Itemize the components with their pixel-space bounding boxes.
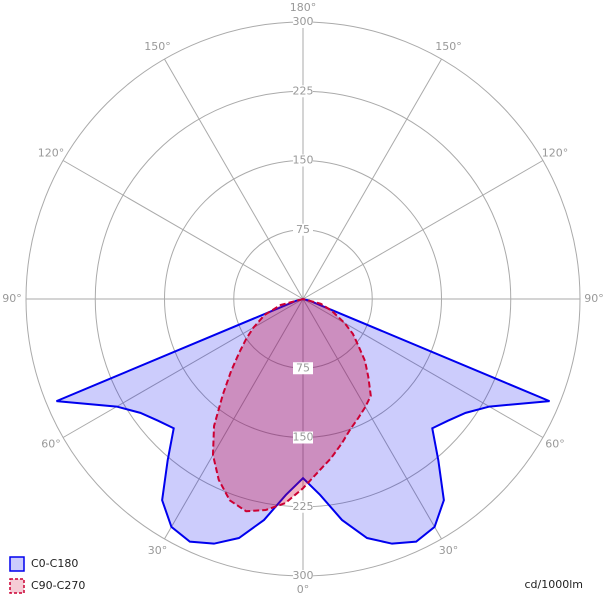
spoke [302, 298, 442, 540]
angle-label: 60° [545, 438, 565, 451]
series-area [56, 297, 550, 545]
spoke [302, 160, 544, 300]
label-bg [293, 85, 313, 98]
label-bg [293, 362, 313, 375]
legend-label: C0-C180 [31, 557, 78, 570]
angle-label: 60° [41, 438, 61, 451]
label-bg [293, 431, 313, 444]
spoke [62, 160, 304, 300]
angle-label: 120° [542, 147, 569, 160]
label-bg [293, 154, 313, 167]
r-tick-label: 225 [293, 500, 314, 513]
r-tick-label: 75 [296, 361, 310, 374]
spoke [164, 298, 304, 540]
angle-label: 120° [38, 147, 65, 160]
angle-label: 90° [584, 292, 604, 305]
spoke [164, 58, 304, 300]
series-area [211, 297, 372, 513]
angle-label: 90° [2, 292, 22, 305]
label-bg [293, 500, 313, 513]
angle-label: 150° [144, 40, 171, 53]
unit-label: cd/1000lm [524, 578, 583, 591]
plot [56, 297, 550, 545]
r-tick-label: 225 [293, 84, 314, 97]
legend-label: C90-C270 [31, 579, 85, 592]
angle-label: 150° [435, 40, 462, 53]
r-tick-label: 150 [293, 154, 314, 167]
spoke [62, 298, 304, 438]
angle-label: 30° [439, 544, 459, 557]
spoke [302, 58, 442, 300]
r-tick-label: 150 [293, 431, 314, 444]
label-bg [293, 16, 313, 28]
angle-label: 180° [290, 1, 317, 14]
r-tick-label: 300 [293, 15, 314, 28]
legend-swatch [9, 578, 25, 594]
angle-label: 0° [297, 583, 310, 596]
legend-swatch [9, 556, 25, 572]
label-bg [293, 223, 313, 236]
angle-label: 30° [148, 544, 168, 557]
label-bg [293, 570, 313, 582]
r-tick-label: 300 [293, 569, 314, 582]
r-tick-label: 75 [296, 223, 310, 236]
